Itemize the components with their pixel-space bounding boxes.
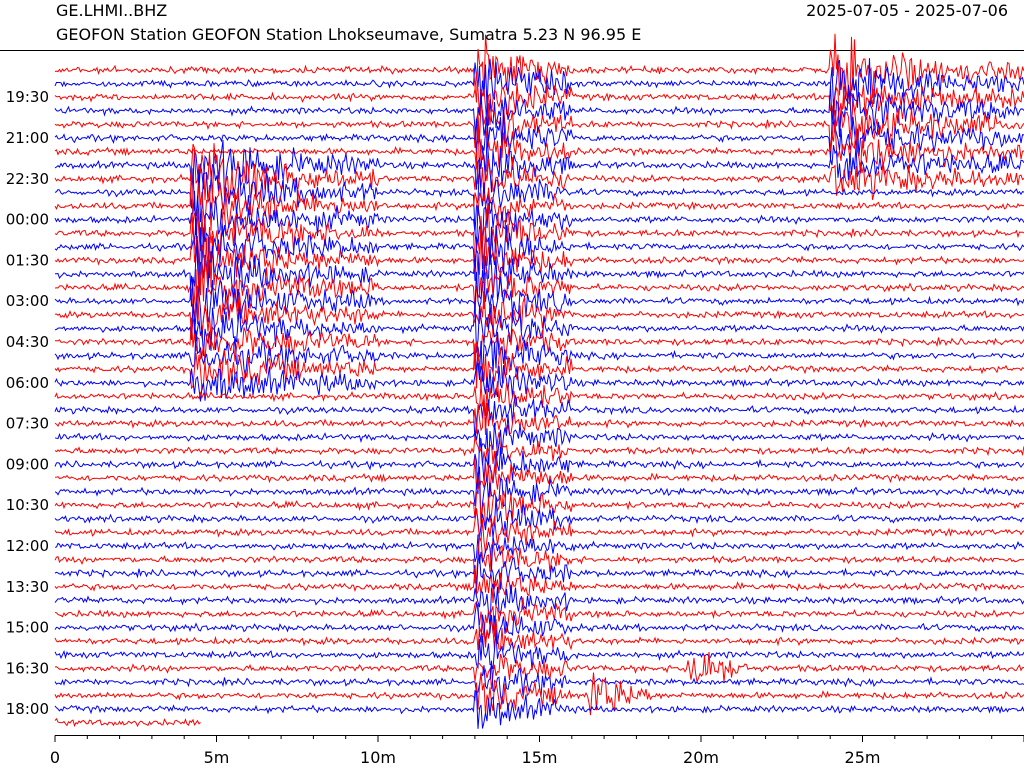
x-tick-label: 20m <box>683 748 719 767</box>
seismic-trace-26 <box>54 394 1024 436</box>
y-tick-label: 22:30 <box>6 170 49 188</box>
seismic-trace-39 <box>54 583 1024 627</box>
y-tick-label: 21:00 <box>6 129 49 147</box>
y-tick-label: 13:30 <box>6 578 49 596</box>
x-tick-label: 10m <box>360 748 396 767</box>
y-tick-label: 03:00 <box>6 292 49 310</box>
seismic-trace-41 <box>54 602 1024 645</box>
seismic-trace-47 <box>54 690 1024 729</box>
x-tick-label: 15m <box>522 748 558 767</box>
seismic-trace-11 <box>54 190 1024 251</box>
seismic-trace-9 <box>54 164 1024 233</box>
station-description-label: GEOFON Station GEOFON Station Lhokseumav… <box>56 25 642 44</box>
seismic-trace-3 <box>54 84 1024 155</box>
seismic-trace-1 <box>54 58 1024 108</box>
seismic-trace-46 <box>54 672 1024 716</box>
station-code-label: GE.LHMI..BHZ <box>56 1 168 20</box>
seismic-trace-20 <box>55 317 1024 370</box>
y-tick-label: 01:30 <box>6 251 49 269</box>
seismic-trace-31 <box>54 466 1024 524</box>
seismic-trace-24 <box>54 381 1024 417</box>
seismic-trace-18 <box>54 286 1024 340</box>
seismic-trace-48 <box>54 717 201 728</box>
y-tick-label: 19:30 <box>6 88 49 106</box>
seismic-trace-32 <box>54 485 1024 526</box>
seismic-trace-5 <box>54 109 1024 160</box>
y-tick-label: 16:30 <box>6 659 49 677</box>
seismic-trace-44 <box>54 651 1024 690</box>
seismic-trace-2 <box>54 72 1024 132</box>
y-tick-label: 00:00 <box>6 211 49 229</box>
seismic-trace-35 <box>54 534 1024 570</box>
seismic-trace-6 <box>54 115 1024 177</box>
seismic-trace-12 <box>54 204 1024 269</box>
x-tick-label: 5m <box>204 748 230 767</box>
y-tick-label: 18:00 <box>6 700 49 718</box>
seismic-trace-13 <box>54 218 1024 296</box>
y-tick-label: 07:30 <box>6 415 49 433</box>
seismic-trace-43 <box>54 632 1024 671</box>
y-tick-label: 09:00 <box>6 455 49 473</box>
seismic-trace-30 <box>54 457 1024 498</box>
seismic-trace-27 <box>54 414 1024 472</box>
seismic-trace-33 <box>54 496 1024 539</box>
y-axis: 19:30 21:00 22:30 00:00 01:30 03:00 04:30 06:00… <box>6 88 49 718</box>
seismic-trace-16 <box>54 256 1024 325</box>
seismic-trace-28 <box>54 432 1024 475</box>
date-range-label: 2025-07-05 - 2025-07-06 <box>806 1 1008 20</box>
x-tick-label: 25m <box>845 748 881 767</box>
seismic-trace-42 <box>54 618 1024 651</box>
seismic-trace-25 <box>54 395 1024 441</box>
seismic-trace-0 <box>54 33 1024 109</box>
x-axis: 0 5m 10m 15m 20m 25m <box>50 735 1024 767</box>
y-tick-label: 15:00 <box>6 619 49 637</box>
seismic-trace-29 <box>54 437 1024 495</box>
seismic-trace-4 <box>54 102 1024 155</box>
seismic-trace-19 <box>54 301 1024 357</box>
seismic-trace-45 <box>54 660 1024 705</box>
seismic-trace-10 <box>54 167 1024 231</box>
seismic-trace-38 <box>54 567 1024 604</box>
seismic-trace-22 <box>54 343 1024 391</box>
trace-group <box>54 33 1024 729</box>
seismic-trace-17 <box>54 270 1024 339</box>
x-tick-label: 0 <box>50 748 60 767</box>
seismic-trace-8 <box>54 143 1024 202</box>
y-tick-label: 12:00 <box>6 537 49 555</box>
seismic-trace-34 <box>54 508 1024 554</box>
seismic-trace-23 <box>54 362 1024 402</box>
seismic-trace-37 <box>54 554 1024 593</box>
seismic-trace-40 <box>54 597 1024 638</box>
y-tick-label: 10:30 <box>6 496 49 514</box>
seismic-trace-21 <box>54 330 1024 382</box>
y-tick-label: 06:00 <box>6 374 49 392</box>
y-tick-label: 04:30 <box>6 333 49 351</box>
seismic-trace-36 <box>54 536 1024 584</box>
seismic-trace-14 <box>54 215 1024 296</box>
